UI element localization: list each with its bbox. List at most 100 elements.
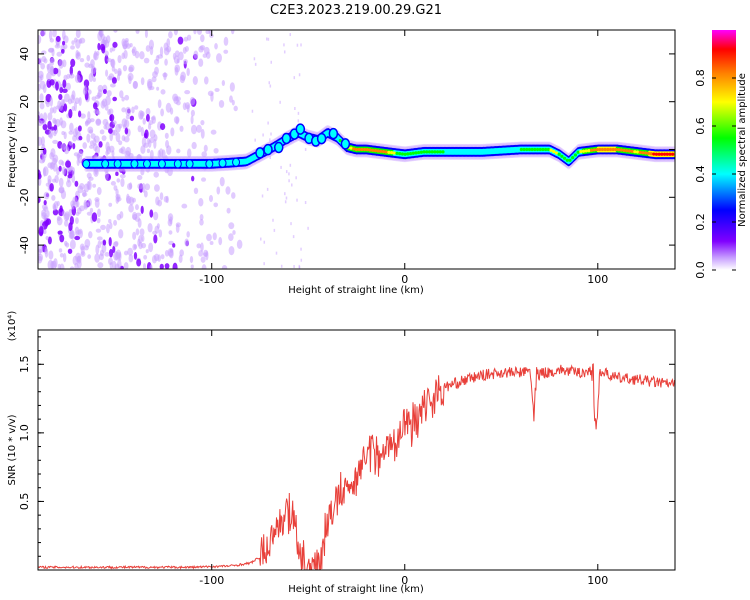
noise-speckle xyxy=(123,262,129,269)
ridge-blob xyxy=(218,158,227,168)
noise-speckle xyxy=(108,248,114,258)
noise-speckle xyxy=(218,237,223,246)
noise-speckle xyxy=(304,147,307,151)
ridge-core xyxy=(541,147,545,152)
ridge-core xyxy=(365,148,369,152)
spectrogram-y-ticks: -40 -20 0 20 40 xyxy=(18,47,675,254)
noise-speckle xyxy=(163,72,167,81)
noise-speckle xyxy=(47,162,53,169)
noise-speckle xyxy=(163,196,169,203)
noise-speckle xyxy=(251,109,254,113)
ridge-core xyxy=(414,151,418,155)
ridge-blob xyxy=(273,141,284,154)
noise-speckle xyxy=(112,129,118,136)
noise-speckle xyxy=(296,198,298,202)
noise-speckle xyxy=(183,58,188,65)
noise-speckle xyxy=(231,99,235,106)
noise-speckle xyxy=(96,187,102,196)
ridge-core xyxy=(581,149,586,153)
noise-speckle xyxy=(57,263,61,269)
ridge-core xyxy=(576,150,580,154)
noise-speckle xyxy=(296,43,299,47)
noise-speckle xyxy=(132,214,138,221)
noise-speckle xyxy=(111,150,115,157)
noise-speckle xyxy=(54,43,61,49)
noise-speckle xyxy=(43,200,47,206)
noise-speckle xyxy=(137,218,142,228)
noise-speckle xyxy=(177,36,184,45)
noise-speckle xyxy=(111,77,117,84)
noise-speckle xyxy=(59,252,64,258)
noise-speckle xyxy=(62,40,66,46)
noise-speckle xyxy=(284,200,287,204)
noise-speckle xyxy=(38,57,42,66)
noise-speckle xyxy=(97,84,104,93)
noise-speckle xyxy=(267,121,269,125)
noise-speckle xyxy=(269,156,271,160)
noise-speckle xyxy=(106,35,111,44)
noise-speckle xyxy=(260,237,262,241)
noise-speckle xyxy=(53,258,58,268)
noise-speckle xyxy=(38,226,44,236)
noise-speckle xyxy=(108,128,113,134)
noise-speckle xyxy=(64,211,70,221)
ridge-core xyxy=(638,150,642,154)
noise-speckle xyxy=(86,54,91,62)
ridge-core xyxy=(668,152,672,156)
ridge-core xyxy=(587,148,591,153)
noise-speckle xyxy=(110,181,116,186)
noise-speckle xyxy=(52,30,57,38)
ridge-core xyxy=(641,151,645,155)
ridge-core xyxy=(654,152,659,156)
ridge-core xyxy=(644,151,648,155)
snr-series-line xyxy=(38,363,675,570)
snr-scale-label: (x10⁴) xyxy=(7,311,18,342)
noise-speckle xyxy=(135,204,139,211)
noise-speckle xyxy=(145,107,151,116)
noise-speckle xyxy=(146,148,151,154)
noise-speckle xyxy=(167,167,173,177)
noise-speckle xyxy=(39,102,45,110)
noise-speckle xyxy=(112,245,116,254)
ridge-core xyxy=(579,150,583,154)
noise-speckle xyxy=(121,96,125,102)
noise-speckle xyxy=(88,231,93,239)
noise-speckle xyxy=(113,30,118,33)
noise-speckle xyxy=(140,77,145,86)
noise-speckle xyxy=(52,139,59,145)
noise-speckle xyxy=(178,51,184,61)
noise-speckle xyxy=(139,51,145,60)
noise-speckle xyxy=(97,42,101,51)
noise-speckle xyxy=(223,49,229,54)
noise-speckle xyxy=(157,149,161,158)
ridge-core xyxy=(554,151,559,155)
noise-speckle xyxy=(73,37,78,43)
noise-speckle xyxy=(108,237,112,247)
noise-speckle xyxy=(121,118,128,128)
noise-speckle xyxy=(172,243,176,248)
noise-speckle xyxy=(304,201,307,205)
noise-speckle xyxy=(99,129,105,135)
noise-speckle xyxy=(166,38,171,48)
ridge-blob xyxy=(130,159,139,169)
noise-speckle xyxy=(49,96,54,107)
noise-speckle xyxy=(198,58,204,67)
ridge-core xyxy=(595,147,599,152)
noise-speckle xyxy=(105,121,110,131)
noise-speckle xyxy=(153,184,160,192)
ridge-core xyxy=(433,150,437,154)
ridge-core xyxy=(384,150,388,154)
noise-speckle xyxy=(161,149,166,159)
noise-speckle xyxy=(115,171,119,176)
noise-speckle xyxy=(149,209,154,218)
noise-speckle xyxy=(96,217,101,224)
noise-speckle xyxy=(200,34,205,43)
noise-speckle xyxy=(63,145,70,155)
ridge-core xyxy=(633,150,637,154)
noise-speckle xyxy=(208,194,214,203)
noise-speckle xyxy=(121,168,126,175)
noise-speckle xyxy=(65,82,71,91)
noise-speckle xyxy=(191,141,197,150)
ridge-core xyxy=(630,149,634,153)
noise-speckle xyxy=(270,132,272,136)
